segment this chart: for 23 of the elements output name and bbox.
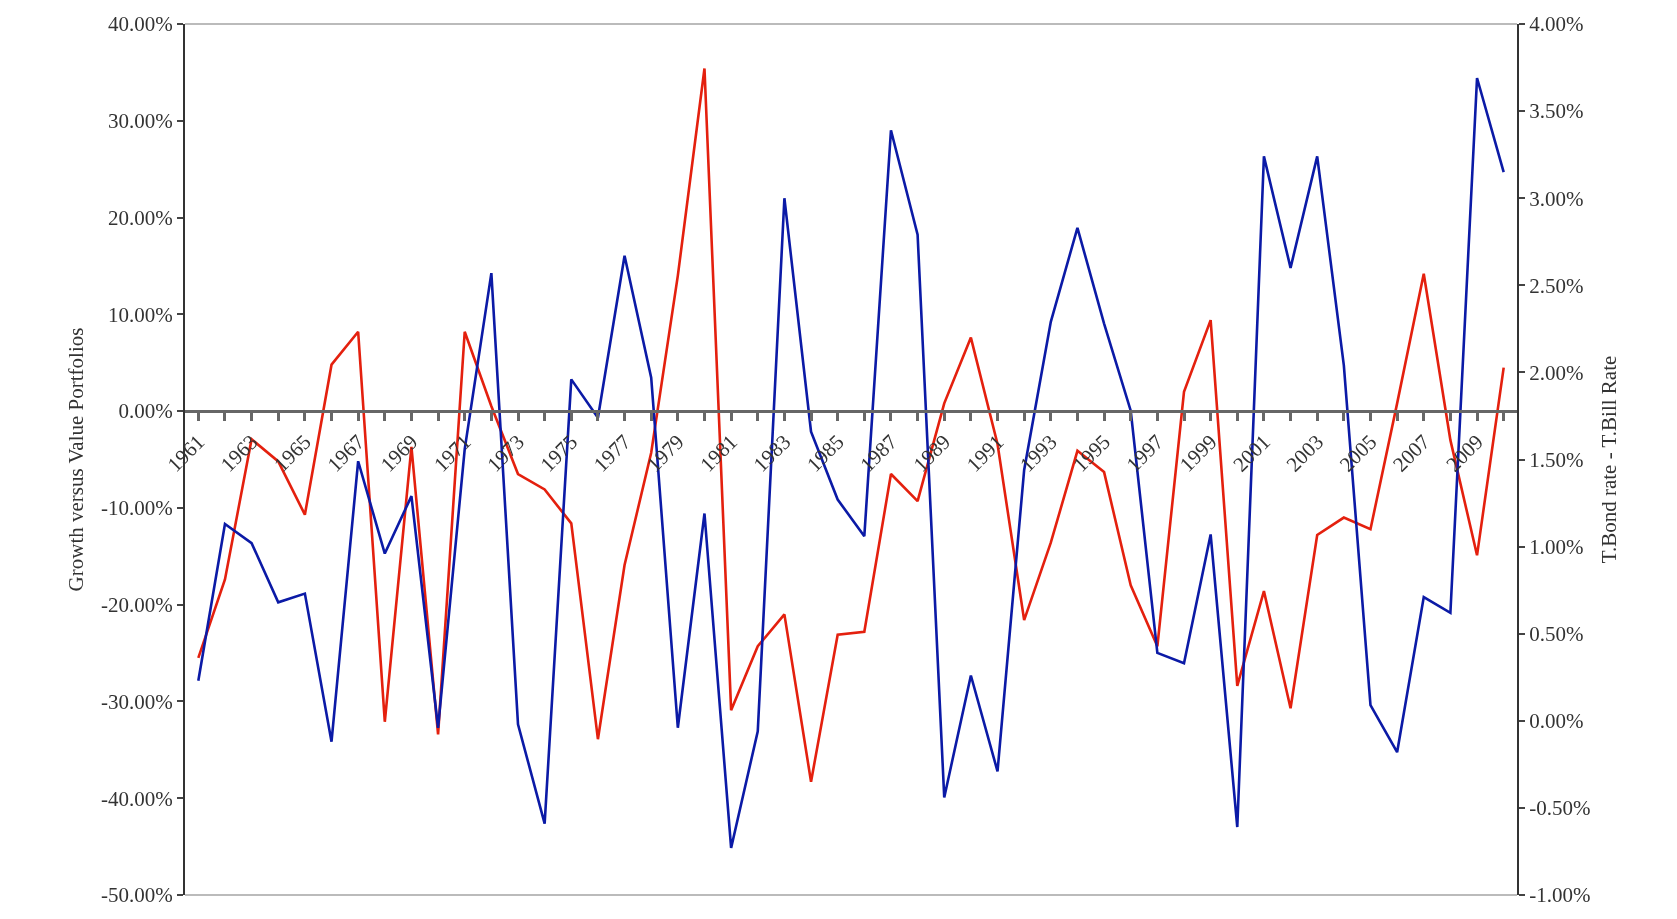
y2-tick-label: 2.00% xyxy=(1529,360,1584,385)
y-tick-label: 40.00% xyxy=(108,12,173,37)
y-tick-label: -50.00% xyxy=(101,883,173,908)
y-axis-title: Growth versus Value Portfolios xyxy=(63,327,88,592)
y2-axis-title: T.Bond rate - T.Bill Rate xyxy=(1597,355,1622,564)
y2-tick-label: 3.50% xyxy=(1529,99,1584,124)
y2-tick-label: 2.50% xyxy=(1529,273,1584,298)
y-tick-label: -40.00% xyxy=(101,786,173,811)
y2-tick-label: 0.50% xyxy=(1529,622,1584,647)
y2-tick-label: 0.00% xyxy=(1529,709,1584,734)
y-tick-label: 10.00% xyxy=(108,302,173,327)
y-tick-label: 30.00% xyxy=(108,109,173,134)
y2-tick-label: -1.00% xyxy=(1529,883,1591,908)
y2-tick-label: 3.00% xyxy=(1529,186,1584,211)
y-tick-label: 20.00% xyxy=(108,205,173,230)
y-tick-label: 0.00% xyxy=(118,399,173,424)
y-tick-label: -10.00% xyxy=(101,496,173,521)
y2-tick-label: 4.00% xyxy=(1529,12,1584,37)
y2-tick-label: 1.00% xyxy=(1529,534,1584,559)
y2-tick-label: 1.50% xyxy=(1529,447,1584,472)
y-tick-label: -20.00% xyxy=(101,593,173,618)
y-tick-label: -30.00% xyxy=(101,689,173,714)
y2-tick-label: -0.50% xyxy=(1529,796,1591,821)
